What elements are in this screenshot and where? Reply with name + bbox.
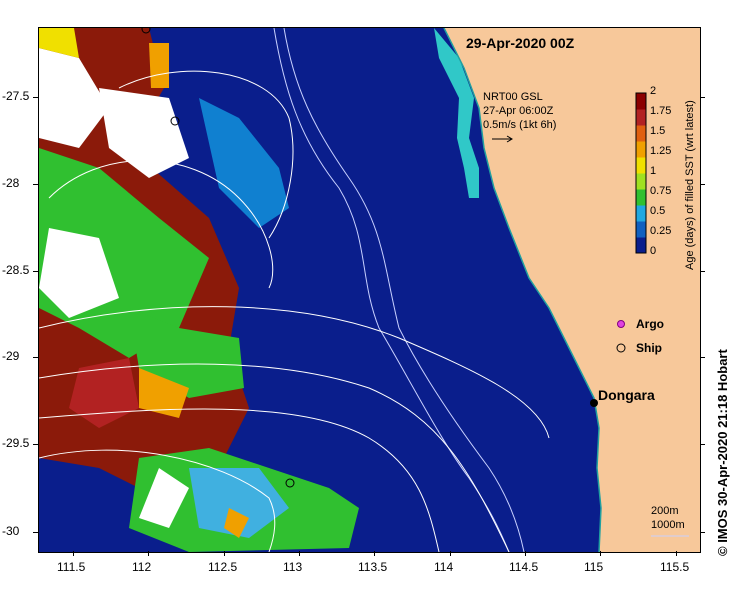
colorbar-swatch [636, 141, 646, 158]
colorbar-swatch [636, 109, 646, 126]
y-tick-mark [33, 184, 38, 185]
colorbar-swatch [636, 173, 646, 190]
coastal-band [434, 28, 479, 198]
y-tick-label: -28.5 [2, 263, 30, 277]
x-tick-label: 115.5 [660, 560, 690, 574]
ship-marker [170, 116, 180, 126]
x-tick-mark [374, 551, 375, 556]
colorbar-swatch [636, 157, 646, 174]
x-tick-mark [148, 551, 149, 556]
isobath-1000m-label: 1000m [651, 519, 685, 531]
y-tick-mark [33, 97, 38, 98]
dongara-marker [590, 399, 598, 407]
velocity-legend: NRT00 GSL 27-Apr 06:00Z 0.5m/s (1kt 6h) [483, 90, 556, 132]
y-tick-label: -30 [2, 524, 20, 538]
sst-age-patches [39, 28, 359, 552]
velocity-scale-arrow [492, 135, 513, 143]
x-tick-label: 111.5 [57, 560, 86, 574]
x-tick-mark [224, 551, 225, 556]
place-label-dongara: Dongara [598, 387, 655, 403]
coastline [443, 28, 602, 552]
y-tick-mark-right [700, 271, 705, 272]
colorbar-swatch [636, 93, 646, 110]
colorbar-title: Age (days) of filled SST (wrt latest) [684, 100, 696, 270]
y-tick-label: -27.5 [2, 89, 30, 103]
y-tick-mark-right [700, 97, 705, 98]
x-tick-label: 113.5 [358, 560, 388, 574]
y-tick-mark [33, 444, 38, 445]
y-tick-mark-right [700, 357, 705, 358]
y-tick-mark [33, 532, 38, 533]
x-tick-mark [600, 551, 601, 556]
y-tick-label: -29 [2, 349, 20, 363]
ship-marker [285, 478, 295, 488]
x-tick-mark [450, 551, 451, 556]
map-title: 29-Apr-2020 00Z [466, 35, 575, 51]
velocity-source: NRT00 GSL [483, 91, 543, 103]
colorbar-swatch [636, 189, 646, 206]
map-panel [38, 27, 701, 553]
colorbar-swatch [636, 205, 646, 222]
colorbar-tick-label: 0 [650, 245, 657, 257]
colorbar-tick-label: 1.25 [650, 145, 672, 157]
colorbar-border [635, 92, 647, 254]
x-tick-label: 112.5 [208, 560, 238, 574]
ship-legend-label: Ship [636, 341, 662, 355]
velocity-time: 27-Apr 06:00Z [483, 105, 554, 117]
y-tick-mark-right [700, 184, 705, 185]
ship-legend-marker [616, 343, 626, 353]
x-tick-label: 115 [584, 560, 604, 574]
x-tick-label: 114.5 [509, 560, 539, 574]
velocity-scale: 0.5m/s (1kt 6h) [483, 119, 557, 131]
argo-legend: Argo [618, 317, 664, 331]
x-tick-label: 113 [283, 560, 303, 574]
colorbar-tick-label: 1 [650, 165, 657, 177]
argo-legend-marker [617, 320, 625, 328]
x-tick-mark [299, 551, 300, 556]
y-tick-mark-right [700, 532, 705, 533]
ship-legend: Ship [618, 341, 662, 355]
ship-marker [141, 28, 151, 34]
colorbar-tick-label: 0.75 [650, 185, 672, 197]
x-tick-mark [73, 551, 74, 556]
x-tick-mark [676, 551, 677, 556]
x-tick-label: 114 [434, 560, 454, 574]
x-tick-mark [525, 551, 526, 556]
colorbar-swatch [636, 221, 646, 238]
y-tick-label: -29.5 [2, 436, 30, 450]
colorbar-tick-label: 1.5 [650, 125, 666, 137]
colorbar [635, 92, 647, 254]
argo-legend-label: Argo [636, 317, 664, 331]
colorbar-swatch [636, 237, 646, 254]
y-tick-mark-right [700, 444, 705, 445]
colorbar-swatch [636, 125, 646, 142]
y-tick-mark [33, 357, 38, 358]
colorbar-tick-label: 0.25 [650, 225, 672, 237]
credit-text: © IMOS 30-Apr-2020 21:18 Hobart [715, 349, 730, 556]
y-tick-label: -28 [2, 176, 20, 190]
y-tick-mark [33, 271, 38, 272]
streamlines [39, 70, 550, 552]
colorbar-tick-label: 2 [650, 85, 657, 97]
sst-map [39, 28, 700, 552]
colorbar-tick-label: 1.75 [650, 105, 672, 117]
colorbar-tick-label: 0.5 [650, 205, 666, 217]
x-tick-label: 112 [132, 560, 152, 574]
isobath-200m-label: 200m [651, 505, 679, 517]
